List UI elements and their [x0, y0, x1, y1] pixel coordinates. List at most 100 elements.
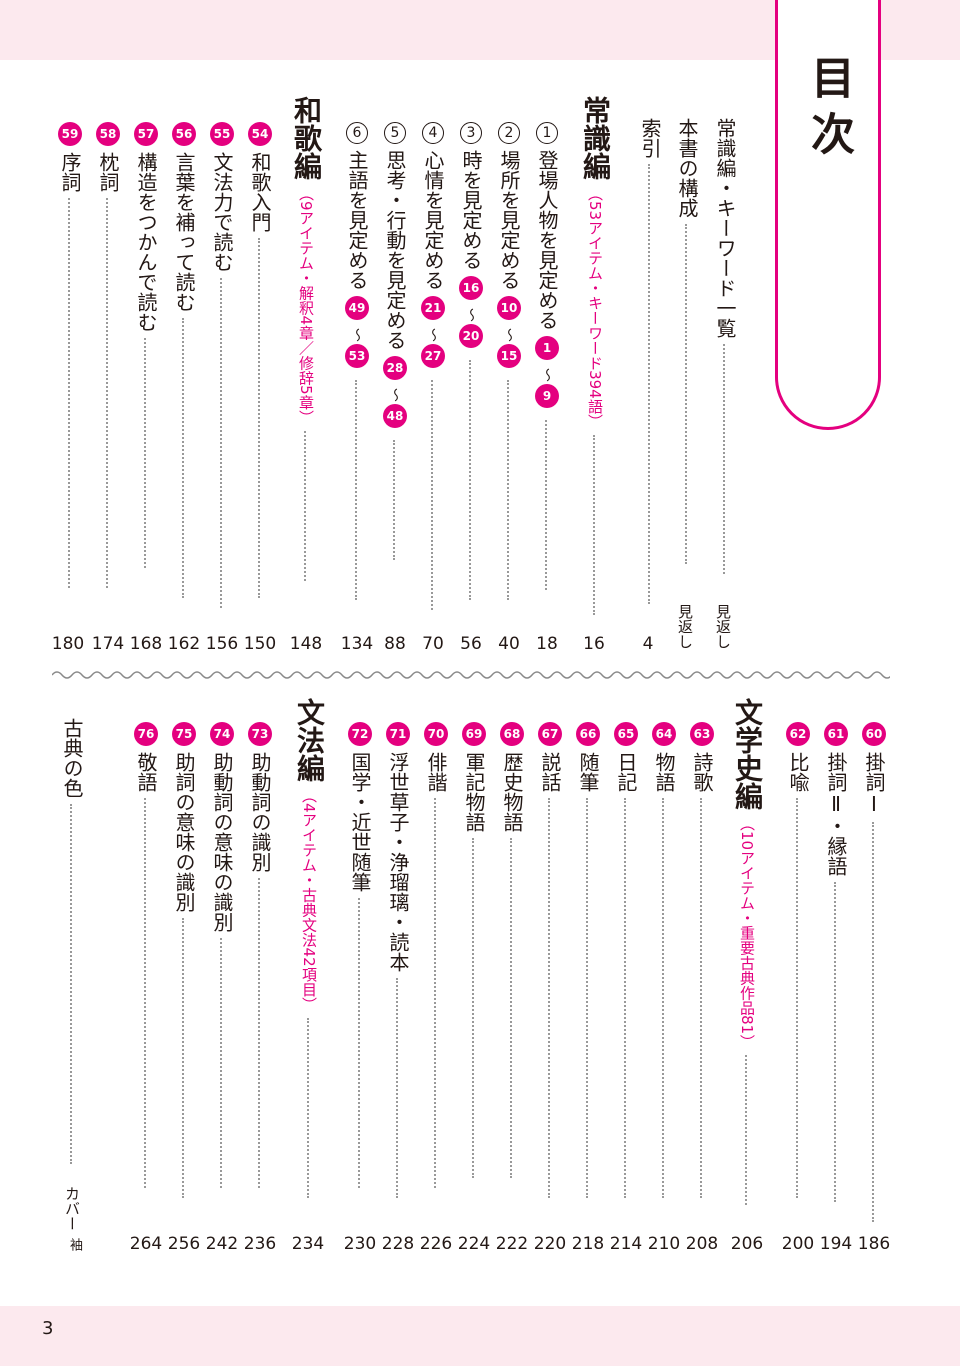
toc-entry-57[interactable]: 57 構造をつかんで読む — [132, 122, 160, 568]
bottom-band — [0, 1306, 960, 1366]
entry-title: 序詞 — [58, 152, 82, 192]
leader-dots — [723, 344, 727, 574]
item-badge: 15 — [497, 344, 521, 368]
entry-page: 見返し — [714, 604, 732, 649]
item-badge: 62 — [786, 722, 810, 746]
toc-entry-56[interactable]: 56 言葉を補って読む — [170, 122, 198, 598]
item-badge: 55 — [210, 122, 234, 146]
entry-title: 助詞の意味の識別 — [172, 752, 196, 912]
toc-entry-55[interactable]: 55 文法力で読む — [208, 122, 236, 608]
toc-entry-69[interactable]: 69 軍記物語 — [460, 722, 488, 1178]
toc-entry-structure[interactable]: 本書の構成 — [673, 118, 701, 564]
toc-entry-62[interactable]: 62 比喩 — [784, 722, 812, 1198]
toc-entry-61[interactable]: 61 掛詞Ⅱ・縁語 — [822, 722, 850, 1202]
chapter-number: 2 — [498, 122, 520, 144]
section-waka[interactable]: 和歌編 （9アイテム・解釈4章／修辞5章） — [289, 96, 323, 581]
toc-entry-73[interactable]: 73 助動詞の識別 — [246, 722, 274, 1188]
entry-title: 敬語 — [134, 752, 158, 792]
leader-dots — [472, 838, 476, 1178]
leader-dots — [258, 878, 262, 1188]
section-heading: 文学史編 — [731, 698, 764, 810]
leader-dots — [648, 164, 652, 604]
entry-title: 助動詞の識別 — [248, 752, 272, 872]
item-badge: 58 — [96, 122, 120, 146]
entry-page: 150 — [243, 634, 277, 654]
title-tab: 目次 — [775, 0, 881, 430]
leader-dots — [796, 798, 800, 1198]
toc-entry-65[interactable]: 65 日記 — [612, 722, 640, 1198]
item-badge: 59 — [58, 122, 82, 146]
item-badge: 56 — [172, 122, 196, 146]
toc-entry-68[interactable]: 68 歴史物語 — [498, 722, 526, 1178]
toc-entry-58[interactable]: 58 枕詞 — [94, 122, 122, 588]
leader-dots — [685, 224, 689, 564]
toc-entry-keyword-list[interactable]: 常識編・キーワード一覧 — [711, 118, 739, 574]
toc-entry-66[interactable]: 66 随筆 — [574, 722, 602, 1198]
leader-dots — [624, 798, 628, 1198]
entry-title: 索引 — [638, 118, 662, 158]
item-badge: 28 — [383, 356, 407, 380]
leader-dots — [396, 978, 400, 1198]
entry-page: 88 — [384, 634, 406, 654]
item-badge: 69 — [462, 722, 486, 746]
toc-entry-63[interactable]: 63 詩歌 — [688, 722, 716, 1198]
section-heading: 常識編 — [579, 96, 612, 180]
leader-dots — [355, 380, 359, 600]
toc-entry-72[interactable]: 72 国学・近世随筆 — [346, 722, 374, 1188]
entry-title: 軍記物語 — [462, 752, 486, 832]
toc-entry-75[interactable]: 75 助詞の意味の識別 — [170, 722, 198, 1198]
leader-dots — [834, 882, 838, 1202]
entry-title: 主語を見定める — [345, 150, 369, 290]
item-badge: 61 — [824, 722, 848, 746]
leader-dots — [745, 1055, 749, 1206]
section-joshiki[interactable]: 常識編 （53アイテム・キーワード394語） — [578, 96, 612, 615]
entry-page: 208 — [685, 1234, 719, 1254]
item-badge: 74 — [210, 722, 234, 746]
section-bunpo[interactable]: 文法編 （4アイテム・古典文法42項目） — [292, 698, 326, 1198]
toc-entry-3[interactable]: 3 時を見定める 16 〜 20 — [457, 122, 485, 600]
toc-entry-6[interactable]: 6 主語を見定める 49 〜 53 — [343, 122, 371, 600]
entry-title: 登場人物を見定める — [535, 150, 559, 330]
toc-entry-71[interactable]: 71 浮世草子・浄瑠璃・読本 — [384, 722, 412, 1198]
entry-title: 古典の色 — [60, 718, 84, 798]
leader-dots — [872, 822, 876, 1222]
toc-entry-76[interactable]: 76 敬語 — [132, 722, 160, 1188]
entry-title: 日記 — [614, 752, 638, 792]
toc-entry-index[interactable]: 索引 — [636, 118, 664, 604]
entry-page: 256 — [167, 1234, 201, 1254]
toc-entry-67[interactable]: 67 説話 — [536, 722, 564, 1198]
toc-entry-koten-color[interactable]: 古典の色 — [58, 718, 86, 1164]
leader-dots — [182, 318, 186, 598]
entry-title: 和歌入門 — [248, 152, 272, 232]
toc-entry-54[interactable]: 54 和歌入門 — [246, 122, 274, 598]
toc-entry-4[interactable]: 4 心情を見定める 21 〜 27 — [419, 122, 447, 610]
toc-entry-60[interactable]: 60 掛詞Ⅰ — [860, 722, 888, 1222]
entry-title: 思考・行動を見定める — [383, 150, 407, 350]
toc-entry-5[interactable]: 5 思考・行動を見定める 28 〜 48 — [381, 122, 409, 560]
leader-dots — [593, 434, 597, 615]
section-page: 148 — [289, 634, 323, 654]
item-badge: 10 — [497, 296, 521, 320]
toc-entry-64[interactable]: 64 物語 — [650, 722, 678, 1198]
toc-entry-1[interactable]: 1 登場人物を見定める 1 〜 9 — [533, 122, 561, 590]
entry-page: 236 — [243, 1234, 277, 1254]
entry-title: 構造をつかんで読む — [134, 152, 158, 332]
toc-entry-70[interactable]: 70 俳諧 — [422, 722, 450, 1188]
leader-dots — [304, 430, 308, 581]
chapter-number: 5 — [384, 122, 406, 144]
wavy-divider — [52, 671, 890, 679]
section-bungakushi[interactable]: 文学史編 （10アイテム・重要古典作品81） — [730, 698, 764, 1206]
item-badge: 71 — [386, 722, 410, 746]
toc-entry-59[interactable]: 59 序詞 — [56, 122, 84, 588]
entry-title: 掛詞Ⅱ・縁語 — [824, 752, 848, 876]
section-page: 234 — [291, 1234, 325, 1254]
entry-page: 226 — [419, 1234, 453, 1254]
item-badge: 20 — [459, 324, 483, 348]
entry-page: カバー — [63, 1186, 81, 1231]
toc-entry-2[interactable]: 2 場所を見定める 10 〜 15 — [495, 122, 523, 600]
toc-entry-74[interactable]: 74 助動詞の意味の識別 — [208, 722, 236, 1188]
entry-title: 文法力で読む — [210, 152, 234, 272]
entry-page: 214 — [609, 1234, 643, 1254]
leader-dots — [469, 360, 473, 600]
item-badge: 54 — [248, 122, 272, 146]
